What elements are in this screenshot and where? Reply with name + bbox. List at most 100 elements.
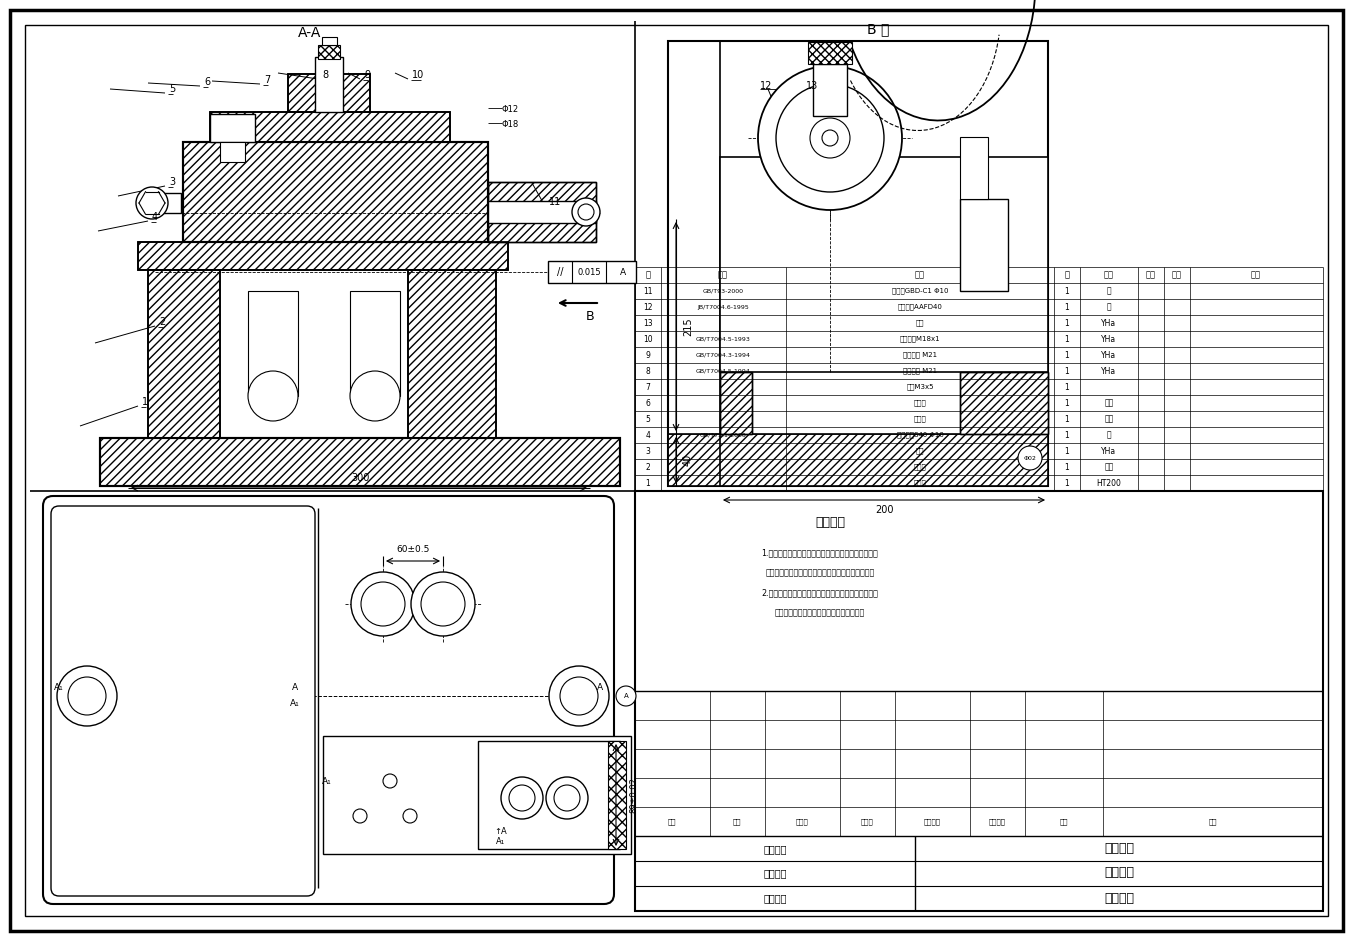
Text: 名称: 名称 [915,270,925,279]
Text: YHa: YHa [1101,446,1116,455]
Bar [288,74,369,112]
Bar [147,270,221,438]
Bar [318,45,340,59]
Bar [961,372,1049,434]
Circle shape [547,777,589,819]
Text: 工序号: 工序号 [861,818,874,825]
Text: A₁: A₁ [54,683,64,693]
Text: 钢: 钢 [1107,302,1111,311]
Text: 1: 1 [1065,366,1069,375]
Text: A₁: A₁ [322,776,331,786]
FancyBboxPatch shape [51,506,315,896]
Text: 代号: 代号 [718,270,728,279]
Text: 1: 1 [1065,479,1069,487]
Text: HT200: HT200 [1096,479,1122,487]
Bar [819,70,842,88]
Text: 12: 12 [643,302,652,311]
Bar [668,41,1049,486]
Bar [668,434,1049,486]
Bar [720,372,752,434]
Text: 检验结果: 检验结果 [924,818,940,825]
Text: 铬钢M3x5: 铬钢M3x5 [907,384,934,391]
Circle shape [411,572,475,636]
Text: 图纸编号: 图纸编号 [1104,891,1134,904]
Circle shape [1017,446,1042,470]
Text: 1: 1 [1065,318,1069,327]
Circle shape [578,204,594,220]
Text: 夹具体: 夹具体 [913,480,927,486]
Text: 固定钻套 M21: 固定钻套 M21 [902,368,938,375]
Circle shape [758,66,902,210]
Text: 边、氧化皮、锈蚀、切屑、切污、着色剂和灰尘等。: 边、氧化皮、锈蚀、切屑、切污、着色剂和灰尘等。 [766,568,874,578]
Text: A₁: A₁ [497,837,506,847]
Text: 2: 2 [645,462,651,471]
Text: 主管: 主管 [1059,818,1069,825]
Text: 工序: 工序 [668,818,676,825]
Text: 60±0.5: 60±0.5 [396,546,430,554]
Text: A₁: A₁ [290,699,300,709]
Circle shape [509,785,534,811]
Text: 数: 数 [1065,270,1069,279]
Circle shape [810,118,850,158]
Text: 1: 1 [1065,302,1069,311]
Bar [961,199,1008,291]
Circle shape [823,130,838,146]
Text: 1: 1 [1065,430,1069,439]
Text: 7: 7 [645,382,651,391]
Text: 7: 7 [264,75,271,85]
Text: 杠杆架: 杠杆架 [913,400,927,407]
Circle shape [421,582,465,626]
Text: 2.进入装配的零件及部件（包括外购件、外协件），均: 2.进入装配的零件及部件（包括外购件、外协件），均 [762,588,878,598]
Bar [607,741,626,849]
Circle shape [572,198,599,226]
Bar [100,438,620,486]
Text: YHa: YHa [1101,334,1116,343]
Text: YHa: YHa [1101,366,1116,375]
Circle shape [361,582,405,626]
Text: 13: 13 [806,81,819,91]
Text: 1: 1 [1065,462,1069,471]
Text: 1: 1 [1065,446,1069,455]
Bar [143,193,181,213]
Text: YHa: YHa [1101,350,1116,359]
Text: 40: 40 [683,454,693,466]
Circle shape [137,187,168,219]
Text: 快换钻套AAFD40: 快换钻套AAFD40 [897,304,943,311]
Bar [813,64,847,116]
Circle shape [68,677,106,715]
Text: 备注: 备注 [1252,270,1261,279]
Text: 单位名称: 单位名称 [1104,842,1134,855]
Bar [183,142,488,242]
Text: 铬钢: 铬钢 [916,448,924,455]
Text: 8: 8 [322,70,329,80]
Bar [720,372,752,434]
Text: 检验员: 检验员 [796,818,808,825]
Circle shape [383,774,396,788]
Text: Φ12: Φ12 [502,104,520,114]
Text: 1: 1 [1065,382,1069,391]
Text: //: // [556,267,563,277]
Text: 6: 6 [204,77,210,87]
Bar [720,157,1049,372]
Text: 300: 300 [350,473,369,483]
Circle shape [549,666,609,726]
Text: 铸铁: 铸铁 [1104,398,1114,407]
Text: 技术要求: 技术要求 [815,517,846,530]
Text: 11: 11 [643,286,652,295]
Text: 序: 序 [645,270,651,279]
Bar [210,112,451,142]
Text: 12: 12 [760,81,773,91]
Text: 材料名称: 材料名称 [763,844,786,854]
Text: 1: 1 [1065,286,1069,295]
Text: B 向: B 向 [867,22,889,36]
Text: 图纸名称: 图纸名称 [1104,867,1134,880]
Bar [961,372,1049,434]
Bar [210,114,254,142]
Circle shape [616,686,636,706]
Text: 4: 4 [152,212,158,222]
Text: 1: 1 [1065,398,1069,407]
Text: 总计: 总计 [1172,270,1183,279]
Text: 铸铁: 铸铁 [1104,414,1114,423]
Text: 材料: 材料 [1104,270,1114,279]
Text: 钻模板: 钻模板 [913,464,927,470]
